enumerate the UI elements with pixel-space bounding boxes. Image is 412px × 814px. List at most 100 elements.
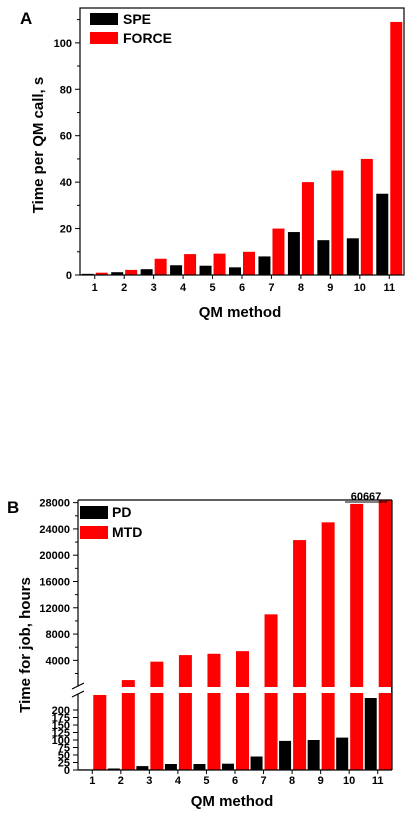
x-tick-label: 4 — [175, 775, 182, 787]
bar-pd-method-3 — [136, 766, 149, 770]
x-tick-label: 11 — [383, 282, 395, 294]
bar-spe-method-8 — [287, 232, 300, 275]
legend-label-pd: PD — [112, 504, 131, 520]
x-tick-label: 8 — [298, 282, 304, 294]
bar-spe-method-5 — [199, 265, 212, 275]
x-tick-label: 11 — [372, 775, 384, 787]
bar-pd-method-11 — [364, 698, 377, 770]
axis-break-gap — [79, 687, 391, 693]
bar-spe-method-10 — [346, 238, 359, 275]
y-tick-label: 100 — [52, 735, 70, 747]
legend-swatch-force — [90, 32, 118, 44]
axis-break-mark — [71, 682, 85, 690]
y-tick-label: 40 — [60, 177, 72, 189]
y-tick-label: 80 — [60, 84, 72, 96]
y-tick-label: 50 — [58, 750, 70, 762]
bar-spe-method-3 — [140, 269, 153, 275]
bar-mtd-method-10 — [350, 503, 364, 770]
x-tick-label: 3 — [146, 775, 152, 787]
x-tick-label: 3 — [151, 282, 157, 294]
y-tick-label: 20 — [60, 224, 72, 236]
y-tick-label: 8000 — [46, 629, 70, 641]
bar-mtd-method-4 — [178, 655, 192, 770]
panel-a-plot: 1 2 3 4 5 6 7 8 9 10 11 0 20 40 60 80 100 — [54, 7, 405, 294]
legend-label-mtd: MTD — [112, 524, 142, 540]
panel-a-frame — [79, 7, 405, 276]
bar-force-method-7 — [272, 228, 285, 275]
x-tick-label: 10 — [354, 282, 366, 294]
bar-spe-method-6 — [229, 267, 241, 275]
bar-mtd-method-11 — [378, 500, 392, 770]
y-tick-label: 20000 — [39, 550, 70, 562]
bar-force-method-6 — [243, 251, 255, 275]
bar-spe-method-9 — [317, 240, 330, 275]
bar-spe-method-11 — [376, 193, 389, 275]
x-tick-label: 9 — [318, 775, 324, 787]
y-tick-label: 150 — [52, 720, 70, 732]
bar-mtd-method-5 — [207, 653, 221, 770]
bar-mtd-method-3 — [150, 661, 164, 770]
panel-a-y-axis-title: Time per QM call, s — [30, 77, 47, 213]
bar-pd-method-7 — [250, 756, 263, 770]
bar-mtd-method-8 — [293, 540, 307, 770]
bar-spe-method-4 — [170, 265, 183, 275]
y-tick-label: 12000 — [39, 603, 70, 615]
bar-pd-method-10 — [336, 737, 349, 770]
bar-pd-method-2 — [107, 768, 120, 770]
x-tick-label: 7 — [260, 775, 266, 787]
y-tick-label: 4000 — [46, 655, 70, 667]
x-tick-label: 1 — [92, 282, 98, 294]
bar-spe-method-7 — [258, 256, 271, 275]
bar-force-method-1 — [95, 272, 108, 275]
bar-force-method-10 — [360, 158, 373, 275]
y-tick-label: 24000 — [39, 524, 70, 536]
axis-break-mark — [71, 690, 85, 698]
bar-pd-method-8 — [279, 740, 292, 770]
bar-force-method-3 — [154, 258, 167, 275]
bar-force-method-8 — [301, 182, 314, 275]
panel-b-legend: PD MTD — [80, 504, 142, 540]
bar-pd-method-9 — [307, 740, 320, 770]
panel-a-letter: A — [20, 9, 32, 28]
x-tick-label: 10 — [343, 775, 355, 787]
bar-mtd-method-2 — [121, 680, 135, 770]
x-tick-label: 6 — [232, 775, 238, 787]
bar-force-method-4 — [184, 254, 197, 275]
y-tick-label: 100 — [54, 38, 72, 50]
bar-mtd-method-6 — [236, 651, 249, 770]
y-tick-label: 60 — [60, 131, 72, 143]
mtd-bar-11-value-label: 60667 — [351, 491, 382, 503]
x-tick-label: 5 — [203, 775, 209, 787]
bar-spe-method-2 — [111, 272, 124, 275]
y-tick-label: 0 — [66, 270, 72, 282]
y-tick-label: 175 — [52, 713, 70, 725]
legend-label-spe: SPE — [123, 11, 151, 27]
legend-swatch-spe — [90, 13, 118, 25]
x-tick-label: 8 — [289, 775, 295, 787]
panel-a-x-axis-title: QM method — [199, 304, 282, 321]
bar-pd-method-4 — [164, 764, 177, 770]
panel-b-y-axis-title: Time for job, hours — [17, 577, 34, 713]
legend-swatch-mtd — [80, 526, 108, 539]
x-tick-label: 2 — [118, 775, 124, 787]
x-tick-label: 2 — [121, 282, 127, 294]
bar-force-method-2 — [125, 269, 138, 275]
y-tick-label: 25 — [58, 758, 70, 770]
bar-mtd-method-1 — [93, 695, 107, 770]
x-tick-label: 4 — [180, 282, 187, 294]
y-tick-label: 0 — [64, 765, 70, 777]
y-tick-label: 16000 — [39, 576, 70, 588]
legend-label-force: FORCE — [123, 30, 172, 46]
bar-force-method-9 — [331, 170, 344, 275]
bar-force-method-11 — [390, 21, 403, 275]
x-tick-label: 5 — [209, 282, 215, 294]
panel-a-legend: SPE FORCE — [90, 11, 172, 46]
x-tick-label: 7 — [268, 282, 274, 294]
bar-pd-method-5 — [193, 764, 206, 770]
legend-swatch-pd — [80, 506, 108, 519]
panel-b-letter: B — [7, 498, 19, 517]
y-tick-label: 28000 — [39, 498, 70, 510]
bar-force-method-5 — [213, 253, 226, 275]
